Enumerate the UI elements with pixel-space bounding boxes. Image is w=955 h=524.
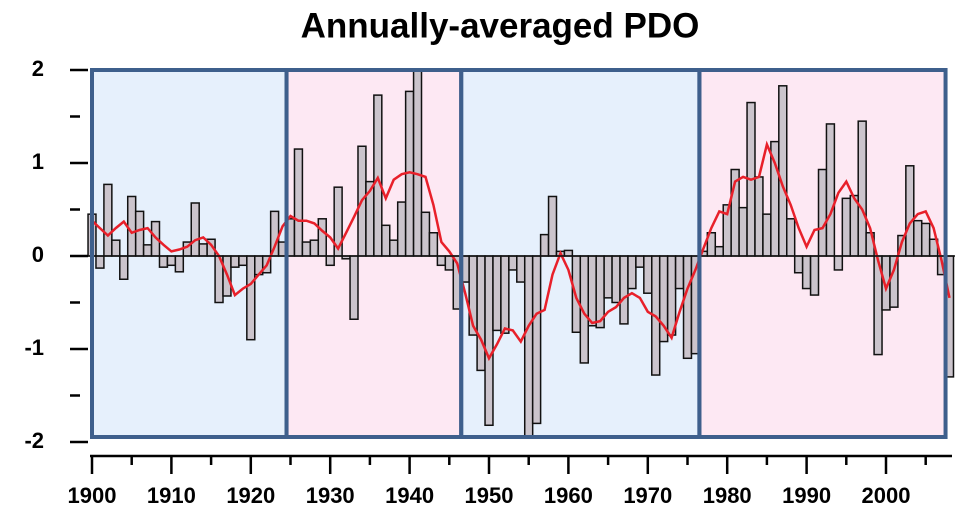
bar <box>563 249 574 257</box>
bar <box>849 194 859 257</box>
bar <box>126 195 137 257</box>
bar <box>246 255 256 341</box>
bar <box>857 120 867 257</box>
y-tick-label: 0 <box>32 242 44 267</box>
phase-frame <box>697 68 948 439</box>
bar <box>833 255 844 271</box>
bar <box>762 213 772 257</box>
bar <box>111 239 121 257</box>
bar <box>539 233 550 257</box>
bar <box>913 219 923 257</box>
bar <box>611 255 621 304</box>
x-tick-label: 1900 <box>68 483 117 508</box>
x-tick-label: 1950 <box>465 483 514 508</box>
x-tick-label: 1960 <box>544 483 593 508</box>
bar <box>309 239 320 257</box>
bar <box>619 255 629 325</box>
x-tick-label: 1940 <box>385 483 434 508</box>
chart-title: Annually-averaged PDO <box>301 6 700 45</box>
bar <box>317 218 327 257</box>
bar <box>174 255 185 273</box>
bar <box>547 195 558 257</box>
bar <box>301 241 312 257</box>
bar <box>643 255 653 294</box>
bar <box>682 255 693 360</box>
bar <box>587 255 597 327</box>
bar <box>531 255 542 425</box>
bar <box>293 148 304 257</box>
y-tick-label: -1 <box>24 335 44 360</box>
smoothed-line <box>91 140 951 362</box>
bar <box>817 168 828 257</box>
x-tick-label: 2000 <box>862 483 911 508</box>
phases <box>92 70 946 437</box>
bar <box>754 176 764 257</box>
bar <box>516 255 526 283</box>
bar <box>103 183 113 257</box>
bar <box>778 85 788 257</box>
x-tick-label: 1930 <box>306 483 355 508</box>
bar <box>492 255 502 332</box>
bar <box>920 222 931 257</box>
bar <box>134 210 145 257</box>
bar <box>396 201 407 257</box>
bar <box>238 255 248 267</box>
bar <box>905 165 915 257</box>
bar <box>523 255 534 439</box>
bar <box>500 255 510 334</box>
bar <box>508 255 518 271</box>
bar <box>325 255 335 267</box>
bar <box>412 69 423 257</box>
y-tick-label: 1 <box>32 149 44 174</box>
bar <box>444 255 455 271</box>
bar <box>381 224 391 257</box>
bar <box>627 255 637 290</box>
y-tick-label: -2 <box>24 428 44 453</box>
phase-band <box>461 70 700 437</box>
bar <box>793 255 804 274</box>
x-tick-label: 1990 <box>782 483 831 508</box>
bar <box>158 255 169 268</box>
bar <box>420 211 431 257</box>
x-tick-label: 1970 <box>623 483 672 508</box>
bar <box>119 255 129 280</box>
bar <box>349 255 359 320</box>
bar <box>428 232 439 257</box>
phase-frames <box>90 68 948 439</box>
bar <box>825 123 836 257</box>
x-tick-label: 1980 <box>703 483 752 508</box>
bar <box>142 244 153 257</box>
axes: -2 -1 0 1 2 1900 1910 1920 1930 1940 1950 1960 1970 1… <box>24 56 952 508</box>
bar <box>484 255 494 427</box>
y-tick-label: 2 <box>32 56 44 81</box>
bar <box>198 243 208 257</box>
bar <box>841 197 852 257</box>
x-tick-label: 1910 <box>147 483 196 508</box>
bar <box>738 206 748 257</box>
x-tick-label: 1920 <box>226 483 275 508</box>
bar <box>476 255 486 372</box>
bar <box>674 255 685 290</box>
bar <box>603 255 613 299</box>
bar <box>809 255 820 296</box>
bar <box>190 202 200 257</box>
bar <box>95 255 105 269</box>
bar <box>635 255 645 268</box>
bar <box>436 255 447 267</box>
bar <box>801 255 812 290</box>
bar <box>230 255 240 268</box>
bar <box>666 255 677 336</box>
bar <box>714 245 724 257</box>
bar <box>786 218 796 257</box>
bar <box>166 255 177 267</box>
bar <box>389 239 399 257</box>
